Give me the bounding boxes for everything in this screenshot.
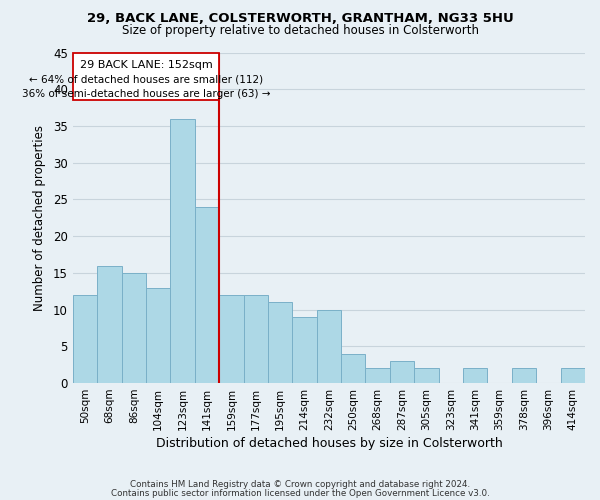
Text: 29 BACK LANE: 152sqm: 29 BACK LANE: 152sqm xyxy=(80,60,212,70)
Text: Contains public sector information licensed under the Open Government Licence v3: Contains public sector information licen… xyxy=(110,489,490,498)
Bar xyxy=(463,368,487,383)
X-axis label: Distribution of detached houses by size in Colsterworth: Distribution of detached houses by size … xyxy=(155,437,502,450)
Text: 36% of semi-detached houses are larger (63) →: 36% of semi-detached houses are larger (… xyxy=(22,88,270,99)
Text: 29, BACK LANE, COLSTERWORTH, GRANTHAM, NG33 5HU: 29, BACK LANE, COLSTERWORTH, GRANTHAM, N… xyxy=(86,12,514,26)
Bar xyxy=(512,368,536,383)
Bar xyxy=(97,266,122,383)
Bar xyxy=(292,317,317,383)
Bar xyxy=(73,295,97,383)
Bar xyxy=(219,295,244,383)
Y-axis label: Number of detached properties: Number of detached properties xyxy=(33,125,46,311)
Text: Size of property relative to detached houses in Colsterworth: Size of property relative to detached ho… xyxy=(121,24,479,37)
Bar xyxy=(365,368,390,383)
Bar xyxy=(146,288,170,383)
Bar xyxy=(122,273,146,383)
FancyBboxPatch shape xyxy=(73,52,219,100)
Text: Contains HM Land Registry data © Crown copyright and database right 2024.: Contains HM Land Registry data © Crown c… xyxy=(130,480,470,489)
Bar xyxy=(268,302,292,383)
Bar xyxy=(341,354,365,383)
Bar xyxy=(414,368,439,383)
Bar xyxy=(244,295,268,383)
Text: ← 64% of detached houses are smaller (112): ← 64% of detached houses are smaller (11… xyxy=(29,74,263,85)
Bar xyxy=(560,368,585,383)
Bar xyxy=(390,361,414,383)
Bar xyxy=(170,118,195,383)
Bar xyxy=(317,310,341,383)
Bar xyxy=(195,207,219,383)
